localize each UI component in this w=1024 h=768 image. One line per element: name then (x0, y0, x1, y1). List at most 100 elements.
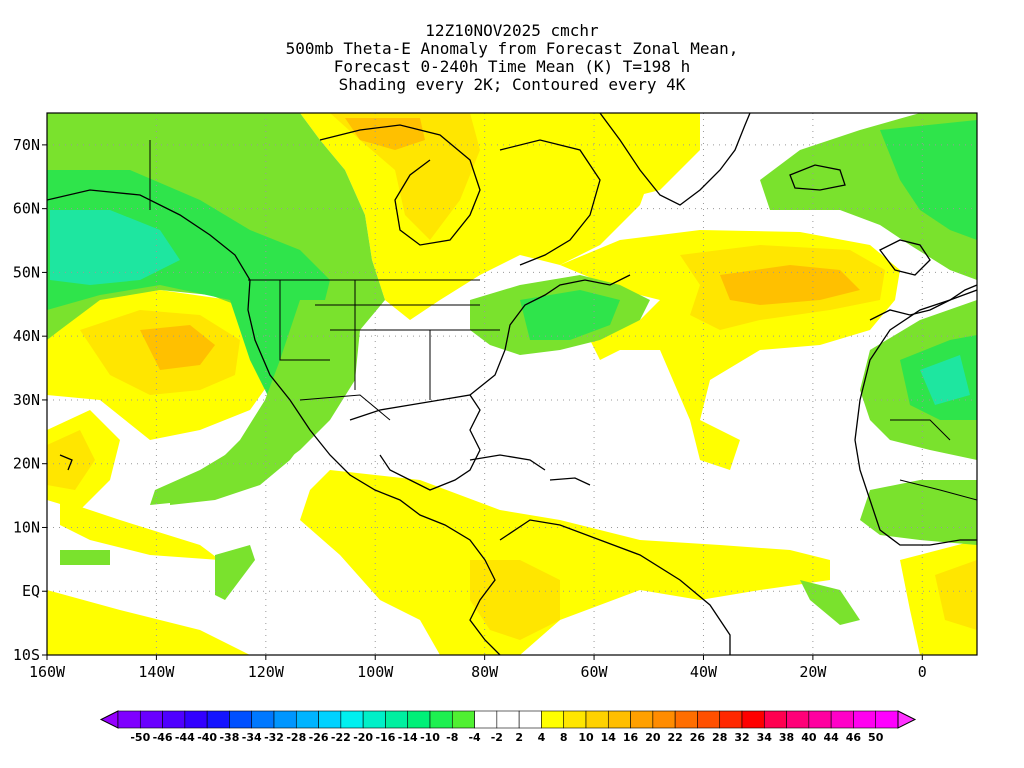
colorbar-swatch (763, 710, 787, 729)
colorbar-label: 10 (578, 731, 594, 744)
cool-region-etp-streak (60, 550, 110, 565)
colorbar-swatch (117, 710, 141, 729)
colorbar-label: 26 (690, 731, 706, 744)
colorbar: -50 -46 -44 -40 -38 -34 -32 -28 -26 -22 -20 -16 -14-… (99, 710, 917, 744)
lat-tick-label: 40N (13, 327, 40, 345)
colorbar-label: -50 (130, 731, 150, 744)
colorbar-label: -34 (242, 731, 262, 744)
lat-tick-label: 10S (13, 646, 40, 664)
warm-core-tropics (470, 560, 560, 640)
cool-core-nwafrica-2 (920, 355, 970, 405)
colorbar-swatch (474, 710, 498, 729)
colorbar-label: -8 (446, 731, 458, 744)
latitude-axis: 70N 60N 50N 40N 30N 20N 10N EQ 10S (13, 136, 47, 664)
colorbar-label: -38 (219, 731, 239, 744)
colorbar-label: 14 (601, 731, 617, 744)
chart-title: 12Z10NOV2025 cmchr 500mb Theta-E Anomaly… (0, 22, 1024, 94)
colorbar-swatch (808, 710, 832, 729)
colorbar-swatch (340, 710, 364, 729)
colorbar-label: 16 (623, 731, 639, 744)
lon-tick-label: 120W (248, 663, 285, 681)
colorbar-swatch (674, 710, 698, 729)
warm-core-atlantic-2 (720, 265, 860, 305)
colorbar-swatch (786, 710, 810, 729)
lat-tick-label: 10N (13, 518, 40, 536)
colorbar-label: 46 (846, 731, 862, 744)
warm-region-nat (600, 113, 700, 200)
lon-tick-label: 80W (471, 663, 499, 681)
colorbar-swatch (652, 710, 676, 729)
title-line-3: Forecast 0-240h Time Mean (K) T=198 h (333, 57, 691, 76)
colorbar-label: -22 (331, 731, 351, 744)
lat-tick-label: 20N (13, 455, 40, 473)
coastlines (47, 113, 977, 655)
lat-tick-label: 30N (13, 391, 40, 409)
colorbar-label: -44 (175, 731, 195, 744)
longitude-axis: 160W 140W 120W 100W 80W 60W 40W 20W 0 (29, 655, 927, 681)
colorbar-label: 44 (823, 731, 839, 744)
lon-tick-label: 160W (29, 663, 66, 681)
colorbar-swatch (875, 710, 899, 729)
colorbar-label: 28 (712, 731, 727, 744)
warm-core-pacific-2 (140, 325, 215, 370)
colorbar-swatch (273, 710, 297, 729)
colorbar-label: 50 (868, 731, 884, 744)
colorbar-label: 8 (560, 731, 568, 744)
colorbar-label: -46 (153, 731, 173, 744)
colorbar-label: 2 (515, 731, 523, 744)
lon-tick-label: 40W (690, 663, 718, 681)
colorbar-swatch (318, 710, 342, 729)
country-borders (149, 140, 977, 501)
colorbar-label: -10 (420, 731, 440, 744)
title-line-1: 12Z10NOV2025 cmchr (425, 21, 599, 40)
lat-tick-label: 70N (13, 136, 40, 154)
colorbar-label: -14 (398, 731, 418, 744)
lon-tick-label: 20W (799, 663, 827, 681)
cool-region-rockies (170, 300, 355, 505)
colorbar-swatch (385, 710, 409, 729)
colorbar-swatch (206, 710, 230, 729)
colorbar-label: -40 (197, 731, 217, 744)
colorbar-swatch (630, 710, 654, 729)
colorbar-swatch (229, 710, 253, 729)
colorbar-label: -26 (309, 731, 329, 744)
colorbar-swatch (251, 710, 275, 729)
colorbar-swatch (407, 710, 431, 729)
colorbar-label: 22 (667, 731, 682, 744)
colorbar-swatch (853, 710, 877, 729)
colorbar-max-arrow (897, 710, 917, 729)
colorbar-label: 38 (779, 731, 794, 744)
title-line-2: 500mb Theta-E Anomaly from Forecast Zona… (285, 39, 739, 58)
colorbar-swatch (830, 710, 854, 729)
colorbar-label: -2 (491, 731, 503, 744)
warm-core-satl (935, 560, 977, 630)
colorbar-swatch (585, 710, 609, 729)
colorbar-label: 4 (538, 731, 546, 744)
colorbar-min-arrow (99, 710, 119, 729)
colorbar-swatch (184, 710, 208, 729)
plot-frame (46, 112, 978, 656)
colorbar-swatch (518, 710, 542, 729)
title-line-4: Shading every 2K; Contoured every 4K (338, 75, 686, 94)
lon-tick-label: 60W (581, 663, 609, 681)
colorbar-label: -32 (264, 731, 284, 744)
negative-anomaly-shading (47, 113, 977, 625)
cool-core-iceland (880, 120, 977, 240)
cool-core-ne-atlantic (520, 290, 620, 340)
lat-tick-label: 60N (13, 200, 40, 218)
colorbar-label: -16 (375, 731, 395, 744)
colorbar-swatch (719, 710, 743, 729)
colorbar-swatch (162, 710, 186, 729)
colorbar-label: -28 (286, 731, 306, 744)
lat-tick-label: EQ (22, 582, 40, 600)
lat-tick-label: 50N (13, 263, 40, 281)
lon-tick-label: 0 (918, 663, 927, 681)
colorbar-swatch (139, 710, 163, 729)
colorbar-swatch (563, 710, 587, 729)
anomaly-field (47, 113, 977, 655)
cool-region-wafrica (860, 480, 977, 545)
colorbar-swatch (541, 710, 565, 729)
colorbar-label: 40 (801, 731, 817, 744)
positive-anomaly-shading (47, 113, 977, 655)
